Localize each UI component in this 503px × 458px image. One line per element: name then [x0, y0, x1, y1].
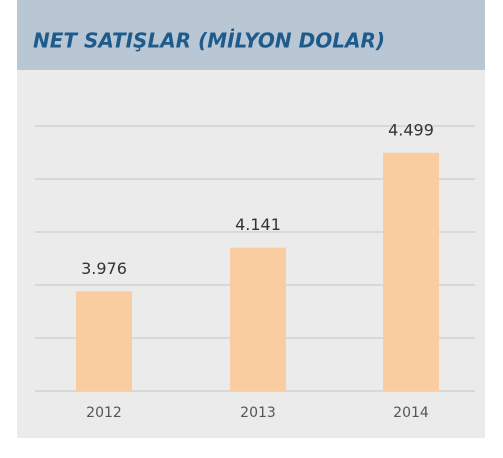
- x-tick-label: 2012: [86, 405, 122, 421]
- chart-title: NET SATIŞLAR (MİLYON DOLAR): [33, 29, 385, 53]
- x-tick-label: 2014: [393, 405, 429, 421]
- x-tick-label: 2013: [240, 405, 276, 421]
- value-label: 3.976: [81, 259, 127, 278]
- bar: [76, 291, 132, 391]
- bar: [230, 247, 286, 391]
- bar: [383, 152, 439, 391]
- value-label: 4.141: [235, 215, 281, 234]
- title-bar: [17, 0, 485, 70]
- value-label: 4.499: [388, 120, 434, 139]
